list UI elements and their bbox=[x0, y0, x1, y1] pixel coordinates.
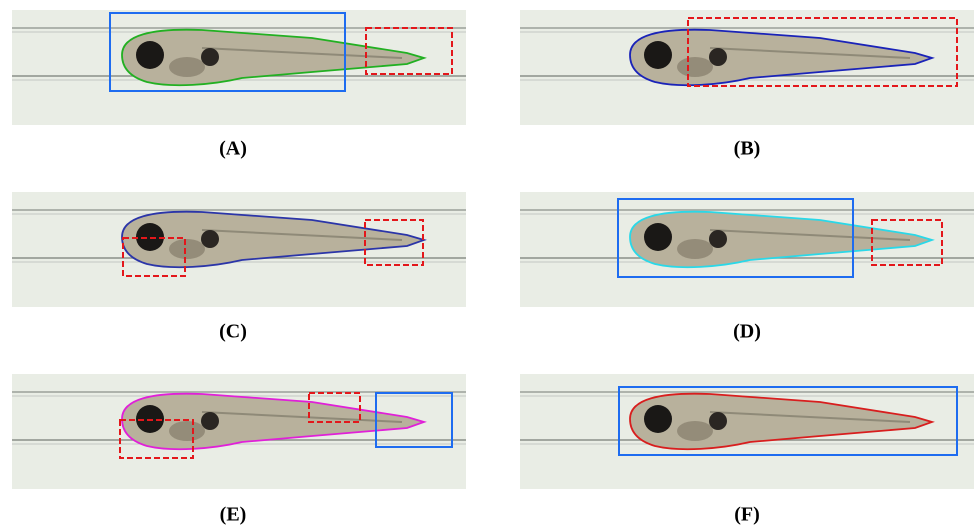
panel-d bbox=[520, 192, 974, 307]
panel-label: (A) bbox=[219, 138, 247, 160]
panel-c bbox=[12, 192, 466, 307]
figure: (A) (B) (C) (D) (E) (F) bbox=[0, 0, 976, 530]
panel-label: (D) bbox=[733, 321, 761, 343]
panel-b bbox=[520, 10, 974, 125]
panel-e bbox=[12, 374, 466, 489]
panel-a bbox=[12, 10, 466, 125]
panel-f bbox=[520, 374, 974, 489]
panel-label: (E) bbox=[220, 504, 247, 526]
panel-label: (C) bbox=[219, 321, 247, 343]
panel-label: (F) bbox=[734, 504, 760, 526]
panel-label: (B) bbox=[734, 138, 761, 160]
